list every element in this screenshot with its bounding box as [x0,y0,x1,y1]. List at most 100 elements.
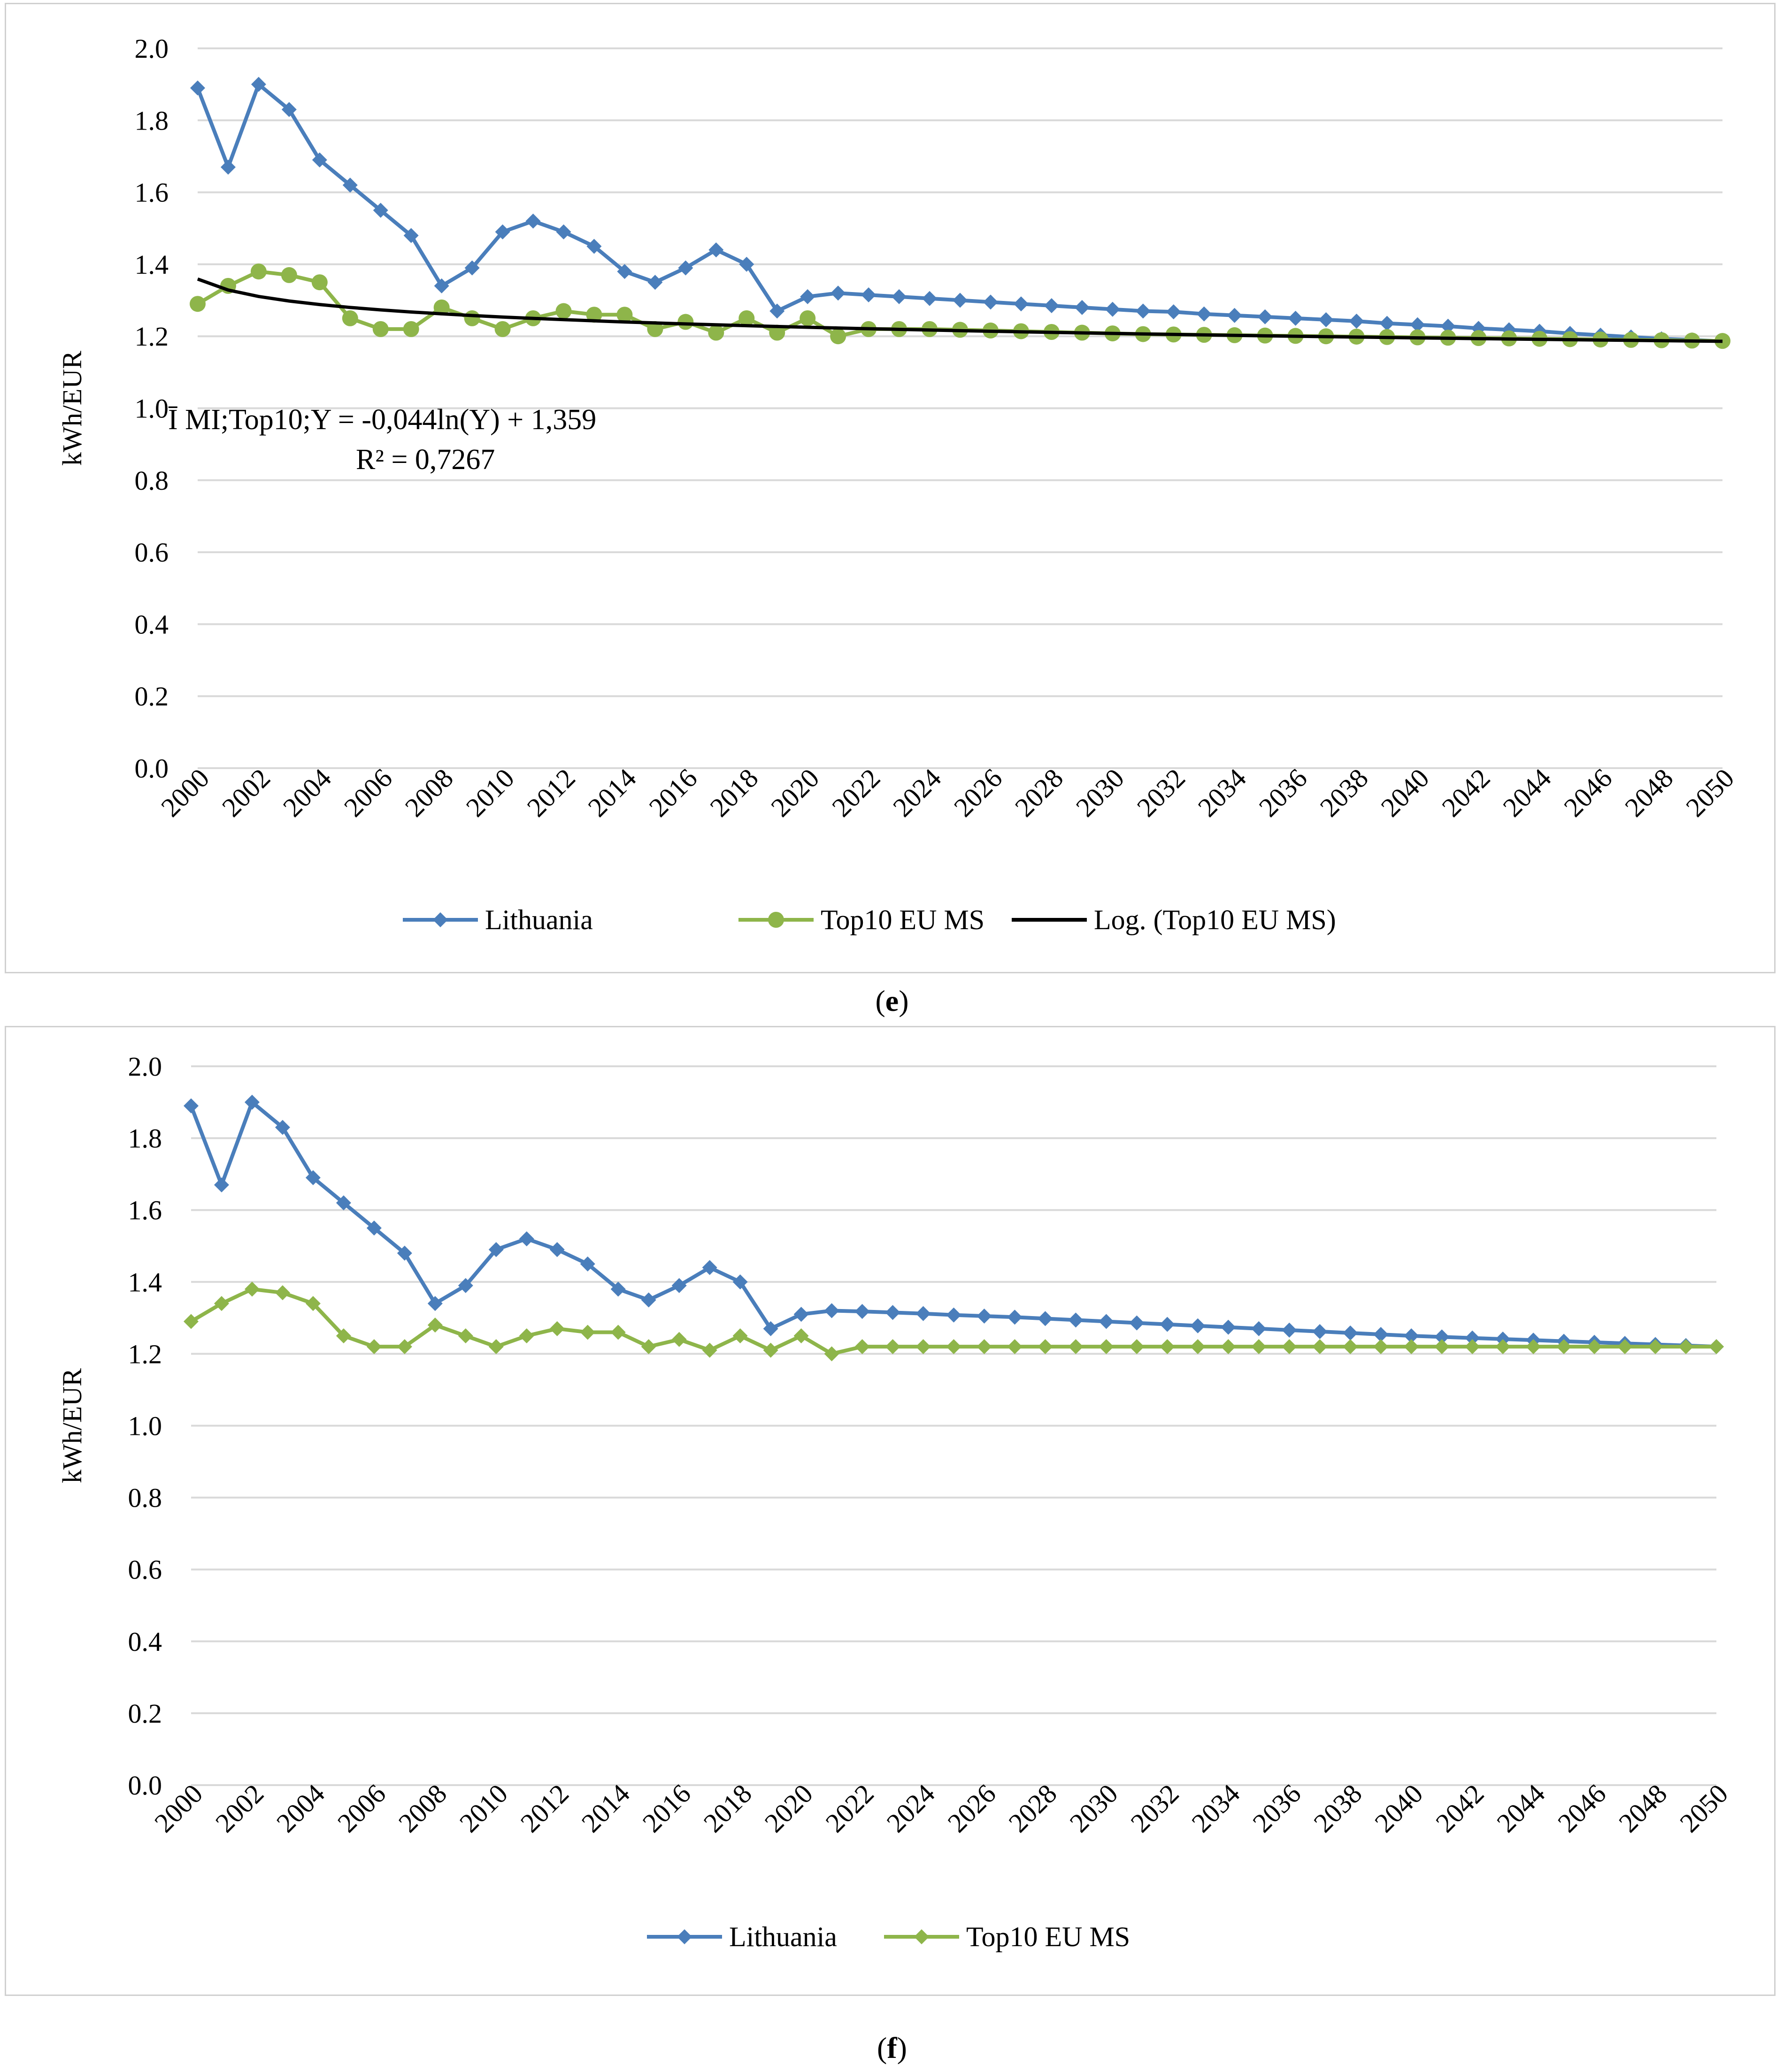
data-point [1495,1332,1511,1347]
series-log-top10-eu-ms [197,277,1723,343]
y-tick-label: 1.8 [135,105,169,136]
data-point [1099,1339,1114,1355]
x-tick-label: 2032 [1125,1778,1185,1838]
data-point [977,1309,992,1324]
data-point [458,1278,473,1293]
data-point [366,1339,382,1355]
x-tick-label: 2042 [1430,1778,1490,1838]
x-tick-label: 2016 [637,1778,697,1838]
data-point [1221,1319,1236,1335]
data-point [1465,1330,1480,1346]
data-point [953,293,968,308]
data-point [1135,303,1151,319]
data-point [190,80,205,96]
data-point [1227,308,1242,323]
data-point [1709,1339,1724,1355]
data-point [464,260,480,276]
data-point [312,152,327,168]
x-tick-label: 2012 [515,1778,575,1838]
data-point [641,1339,656,1355]
data-point [403,321,419,337]
data-point [1099,1314,1114,1329]
data-point [433,299,450,316]
data-point [1129,1315,1145,1331]
series-lithuania [190,77,1730,349]
data-point [1434,1329,1450,1345]
data-point [1190,1339,1206,1355]
x-tick-label: 2036 [1246,1778,1307,1838]
data-point [922,291,938,306]
data-point [610,1325,626,1340]
x-tick-label: 2006 [338,763,398,823]
data-point [525,213,541,229]
data-point [488,1242,504,1257]
y-tick-label: 1.4 [128,1267,162,1297]
data-point [1404,1328,1419,1344]
caption-e: (e) [875,984,909,1017]
data-point [427,1317,443,1333]
data-point [1007,1339,1023,1355]
data-point [464,310,480,326]
data-point [250,263,267,280]
data-point [915,1339,931,1355]
data-point [281,102,297,117]
data-point [1410,317,1425,332]
x-tick-label: 2006 [331,1778,392,1838]
data-point [519,1231,534,1247]
x-tick-label: 2028 [1009,763,1069,823]
x-tick-label: 2022 [820,1778,880,1838]
data-point [184,1098,199,1114]
x-tick-label: 2012 [521,763,581,823]
data-point [495,224,510,239]
data-point [800,289,815,304]
x-tick-label: 2036 [1253,763,1313,823]
legend-marker [768,912,784,928]
data-point [305,1170,321,1186]
x-tick-label: 2002 [209,1778,269,1838]
x-tick-label: 2004 [277,763,337,823]
data-point [549,1321,565,1336]
x-tick-label: 2022 [826,763,886,823]
trendline-log [197,277,1723,343]
data-point [342,177,358,193]
data-point [1678,1339,1694,1355]
data-point [336,1328,351,1344]
data-point [1038,1311,1053,1326]
x-tick-label: 2032 [1131,763,1191,823]
data-point [1404,1339,1419,1355]
data-point [739,256,754,272]
data-point [1007,1309,1023,1325]
data-point [977,1339,992,1355]
data-point [732,1328,748,1344]
data-point [1221,1339,1236,1355]
data-point [1038,1339,1053,1355]
data-point [580,1256,595,1272]
data-point [1556,1339,1572,1355]
data-point [586,239,602,254]
x-tick-label: 2014 [576,1778,636,1838]
data-point [1349,314,1364,329]
x-tick-label: 2048 [1619,763,1679,823]
x-tick-label: 2034 [1186,1778,1246,1838]
data-point [647,275,663,290]
data-point [251,77,266,92]
x-tick-label: 2010 [454,1778,514,1838]
data-point [372,321,389,337]
data-point [702,1260,717,1275]
data-point [1190,1318,1206,1333]
data-point [1282,1322,1297,1338]
data-point [190,296,206,312]
data-point [763,1342,778,1358]
x-tick-label: 2004 [270,1778,331,1838]
y-axis-label: kWh/EUR [57,351,87,466]
data-point [342,310,358,326]
data-point [1312,1339,1328,1355]
x-tick-label: 2018 [698,1778,758,1838]
data-point [617,264,632,279]
y-tick-label: 0.0 [135,753,169,784]
x-tick-label: 2026 [948,763,1008,823]
series-top10-eu-ms [184,1281,1724,1362]
legend-marker [677,1929,692,1944]
data-point [946,1307,961,1323]
